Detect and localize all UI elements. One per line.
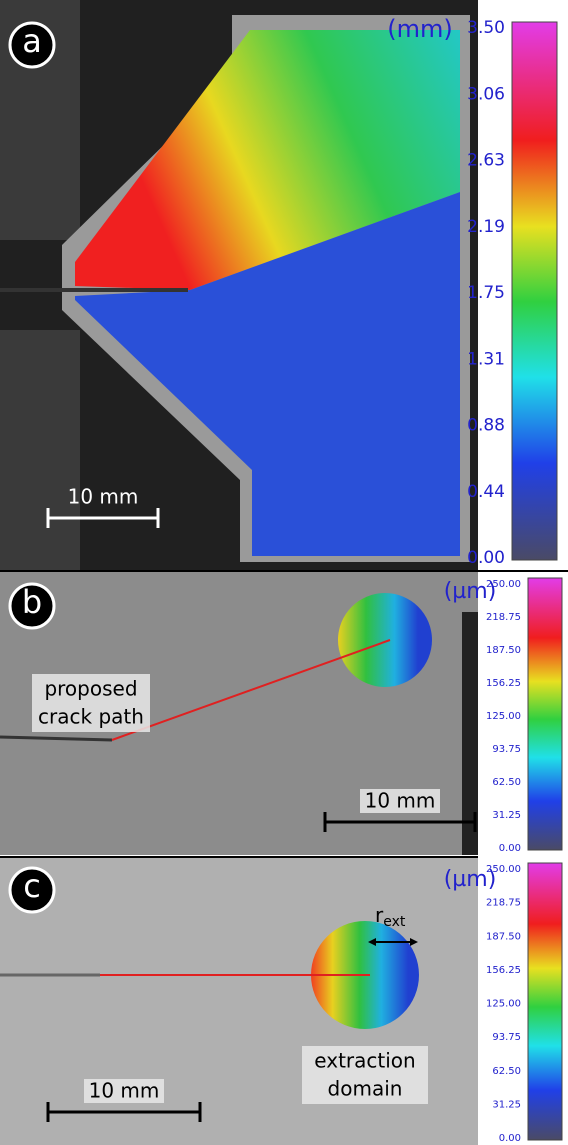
panel-label: a — [22, 22, 42, 60]
panel-a — [0, 0, 478, 570]
radius-symbol: r — [375, 903, 384, 927]
field-upper — [75, 30, 460, 290]
annotation: crack path — [38, 705, 144, 729]
colorbar-tick-label: 125.00 — [486, 711, 521, 722]
label-box — [302, 1046, 428, 1104]
colorbar — [527, 577, 563, 851]
colorbar-tick-label: 31.25 — [492, 810, 521, 821]
panel-badge — [8, 21, 56, 69]
colorbar — [511, 21, 558, 561]
colorbar-tick-label: 0.00 — [499, 843, 521, 854]
scale-bar-label: 10 mm — [89, 1079, 160, 1103]
colorbar-tick-label: 62.50 — [492, 1066, 521, 1077]
scale-label-box — [84, 1079, 164, 1103]
annotation: extraction — [314, 1049, 415, 1073]
colorbar-tick-label: 1.75 — [467, 283, 505, 303]
colorbar — [527, 862, 563, 1141]
arrow-head — [410, 938, 418, 946]
unit-label: (µm) — [444, 867, 497, 892]
colorbar-tick-label: 0.00 — [467, 548, 505, 568]
colorbar-tick-label: 62.50 — [492, 777, 521, 788]
colorbar-tick-label: 31.25 — [492, 1099, 521, 1110]
edge — [462, 612, 478, 855]
colorbar-tick-label: 2.19 — [467, 217, 505, 237]
colorbar-tick-label: 187.50 — [486, 645, 521, 656]
colorbar-tick-label: 218.75 — [486, 612, 521, 623]
colorbar-tick-label: 0.00 — [499, 1133, 521, 1144]
scale-bar-label: 10 mm — [365, 789, 436, 813]
colorbar-tick-label: 156.25 — [486, 965, 521, 976]
colorbar-tick-label: 0.44 — [467, 482, 505, 502]
crack — [0, 735, 113, 742]
colorbar-tick-label: 3.06 — [467, 84, 505, 104]
crack-path — [111, 639, 391, 741]
colorbar-tick-label: 250.00 — [486, 579, 521, 590]
scale-bar-label: 10 mm — [68, 485, 139, 509]
radius-label: rext — [375, 903, 406, 931]
unit-label: (mm) — [387, 15, 452, 43]
colorbar-tick-label: 125.00 — [486, 999, 521, 1010]
field-lower — [75, 192, 460, 556]
colorbar-tick-label: 187.50 — [486, 931, 521, 942]
field-disc — [338, 593, 432, 687]
unit-label: (µm) — [444, 579, 497, 604]
colorbar-tick-label: 2.63 — [467, 151, 505, 171]
panel-label: b — [22, 583, 42, 621]
grip — [0, 330, 80, 570]
label-box — [32, 674, 150, 732]
panel-badge — [8, 866, 56, 914]
colorbar-tick-label: 218.75 — [486, 898, 521, 909]
panel-badge — [8, 582, 56, 630]
colorbar-tick-label: 1.31 — [467, 349, 505, 369]
radius-subscript: ext — [383, 914, 406, 930]
colorbar-tick-label: 93.75 — [492, 1032, 521, 1043]
panel-c: rext — [0, 858, 498, 1145]
annotation: domain — [328, 1077, 403, 1101]
annotation: proposed — [44, 677, 137, 701]
colorbar-tick-label: 93.75 — [492, 744, 521, 755]
colorbar-tick-label: 250.00 — [486, 864, 521, 875]
panel-label: c — [23, 867, 41, 905]
colorbar-tick-label: 0.88 — [467, 416, 505, 436]
colorbar-tick-label: 156.25 — [486, 678, 521, 689]
arrow-head — [368, 938, 376, 946]
colorbar-tick-label: 3.50 — [467, 18, 505, 38]
scale-label-box — [360, 789, 440, 813]
